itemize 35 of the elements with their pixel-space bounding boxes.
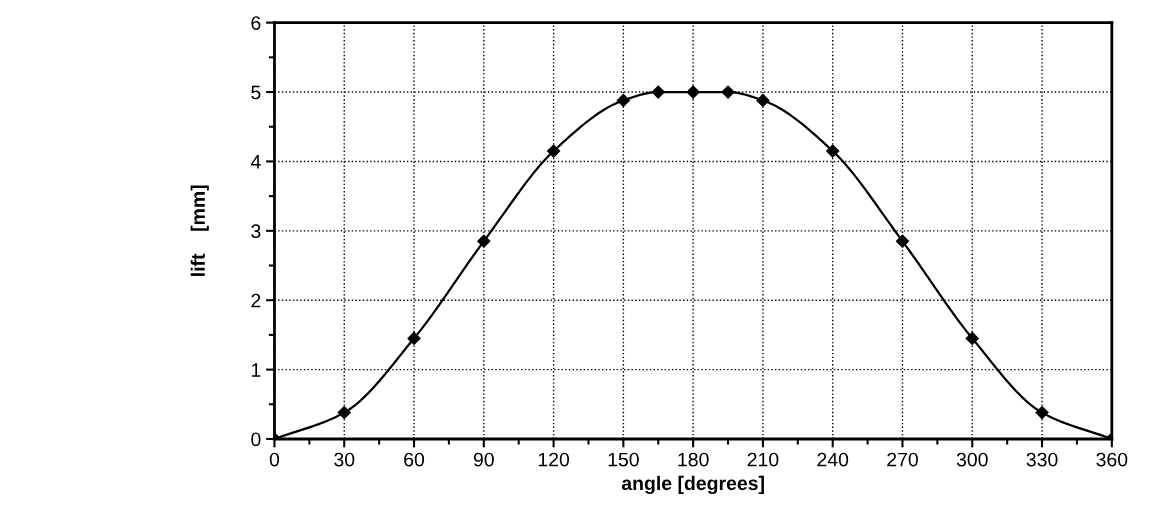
y-tick-label: 1 (251, 363, 261, 377)
x-tick-label: 180 (678, 452, 709, 467)
point (546, 144, 561, 158)
y-tick-label: 3 (251, 224, 261, 239)
point (1035, 406, 1049, 420)
point (826, 144, 840, 158)
y-axis-title: lift [mm] (190, 185, 209, 276)
x-axis-title: angle [degrees] (621, 475, 764, 495)
point (756, 93, 770, 107)
x-tick-label: 330 (1026, 452, 1058, 467)
y-tick-label: 6 (251, 16, 261, 30)
x-tick-label: 150 (608, 452, 639, 467)
y-tick-label: 0 (251, 432, 261, 447)
y-tick-label: 2 (251, 293, 261, 308)
point (965, 331, 979, 345)
point (895, 234, 910, 248)
x-tick-label: 120 (538, 452, 570, 467)
point (407, 331, 421, 345)
x-tick-label: 0 (269, 452, 280, 467)
x-tick-label: 240 (817, 452, 849, 467)
x-tick-label: 60 (404, 452, 425, 467)
x-tick-label: 210 (747, 452, 779, 467)
point (616, 93, 630, 107)
point (651, 85, 665, 99)
x-tick-label: 360 (1096, 452, 1128, 467)
x-tick-label: 300 (956, 452, 988, 467)
x-tick-label: 90 (473, 452, 494, 467)
y-tick-label: 4 (250, 155, 261, 169)
y-tick-label: 5 (251, 85, 261, 100)
point (686, 85, 700, 99)
point (477, 234, 491, 248)
point (721, 85, 735, 99)
x-tick-label: 270 (887, 452, 918, 467)
x-tick-label: 30 (334, 452, 355, 467)
point (337, 406, 351, 420)
